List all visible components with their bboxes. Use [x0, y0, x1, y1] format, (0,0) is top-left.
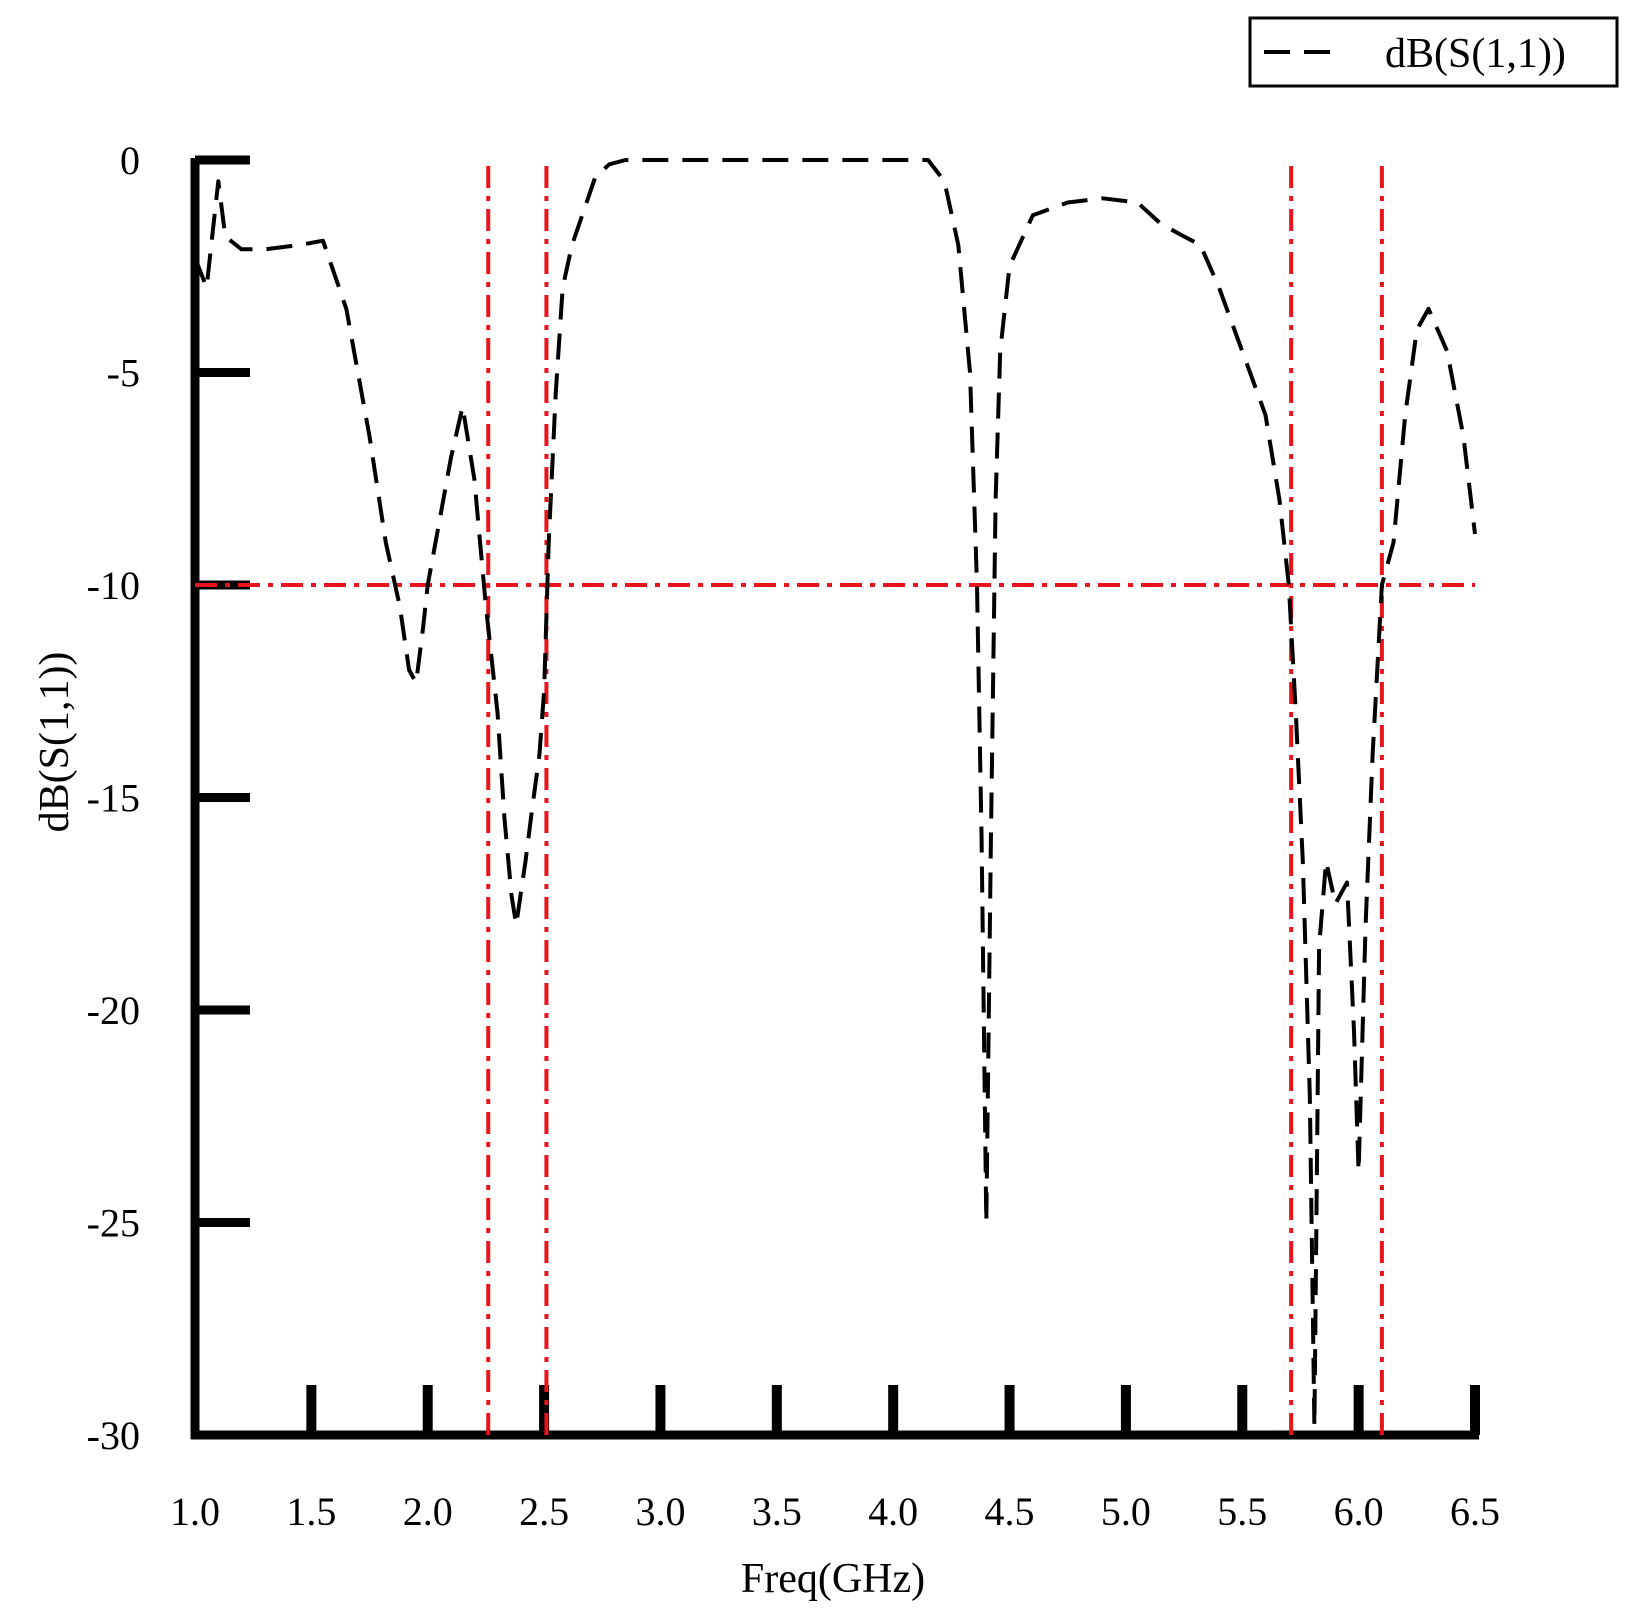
y-tick-label: 0: [120, 138, 140, 183]
x-tick-label: 6.0: [1334, 1489, 1384, 1534]
x-axis-title: Freq(GHz): [741, 1556, 925, 1602]
y-tick-label: -15: [87, 776, 140, 821]
legend: dB(S(1,1)): [1248, 16, 1619, 88]
y-tick-label: -20: [87, 988, 140, 1033]
y-tick-label: -10: [87, 563, 140, 608]
legend-label: dB(S(1,1)): [1385, 31, 1566, 77]
y-tick-label: -30: [87, 1413, 140, 1458]
tick-labels: 1.0 1.5 2.0 2.5 3.0 3.5 4.0 4.5 5.0 5.5 6.0 6.5 0 -5 -…: [87, 138, 1500, 1534]
x-tick-label: 5.5: [1217, 1489, 1267, 1534]
x-tick-label: 2.0: [403, 1489, 453, 1534]
x-tick-label: 4.0: [868, 1489, 918, 1534]
y-tick-label: -25: [87, 1201, 140, 1246]
x-tick-label: 4.5: [985, 1489, 1035, 1534]
series-group: [193, 158, 1477, 1429]
axes: [190, 155, 1480, 1440]
x-tick-label: 1.0: [170, 1489, 220, 1534]
y-tick-label: -5: [107, 351, 140, 396]
x-tick-label: 6.5: [1450, 1489, 1500, 1534]
x-tick-label: 3.5: [752, 1489, 802, 1534]
x-tick-label: 3.0: [635, 1489, 685, 1534]
x-tick-label: 2.5: [519, 1489, 569, 1534]
series-line-s11: [193, 158, 1477, 1429]
y-axis-title: dB(S(1,1)): [32, 652, 78, 833]
x-tick-label: 1.5: [286, 1489, 336, 1534]
x-tick-label: 5.0: [1101, 1489, 1151, 1534]
reference-lines: [195, 166, 1475, 1435]
